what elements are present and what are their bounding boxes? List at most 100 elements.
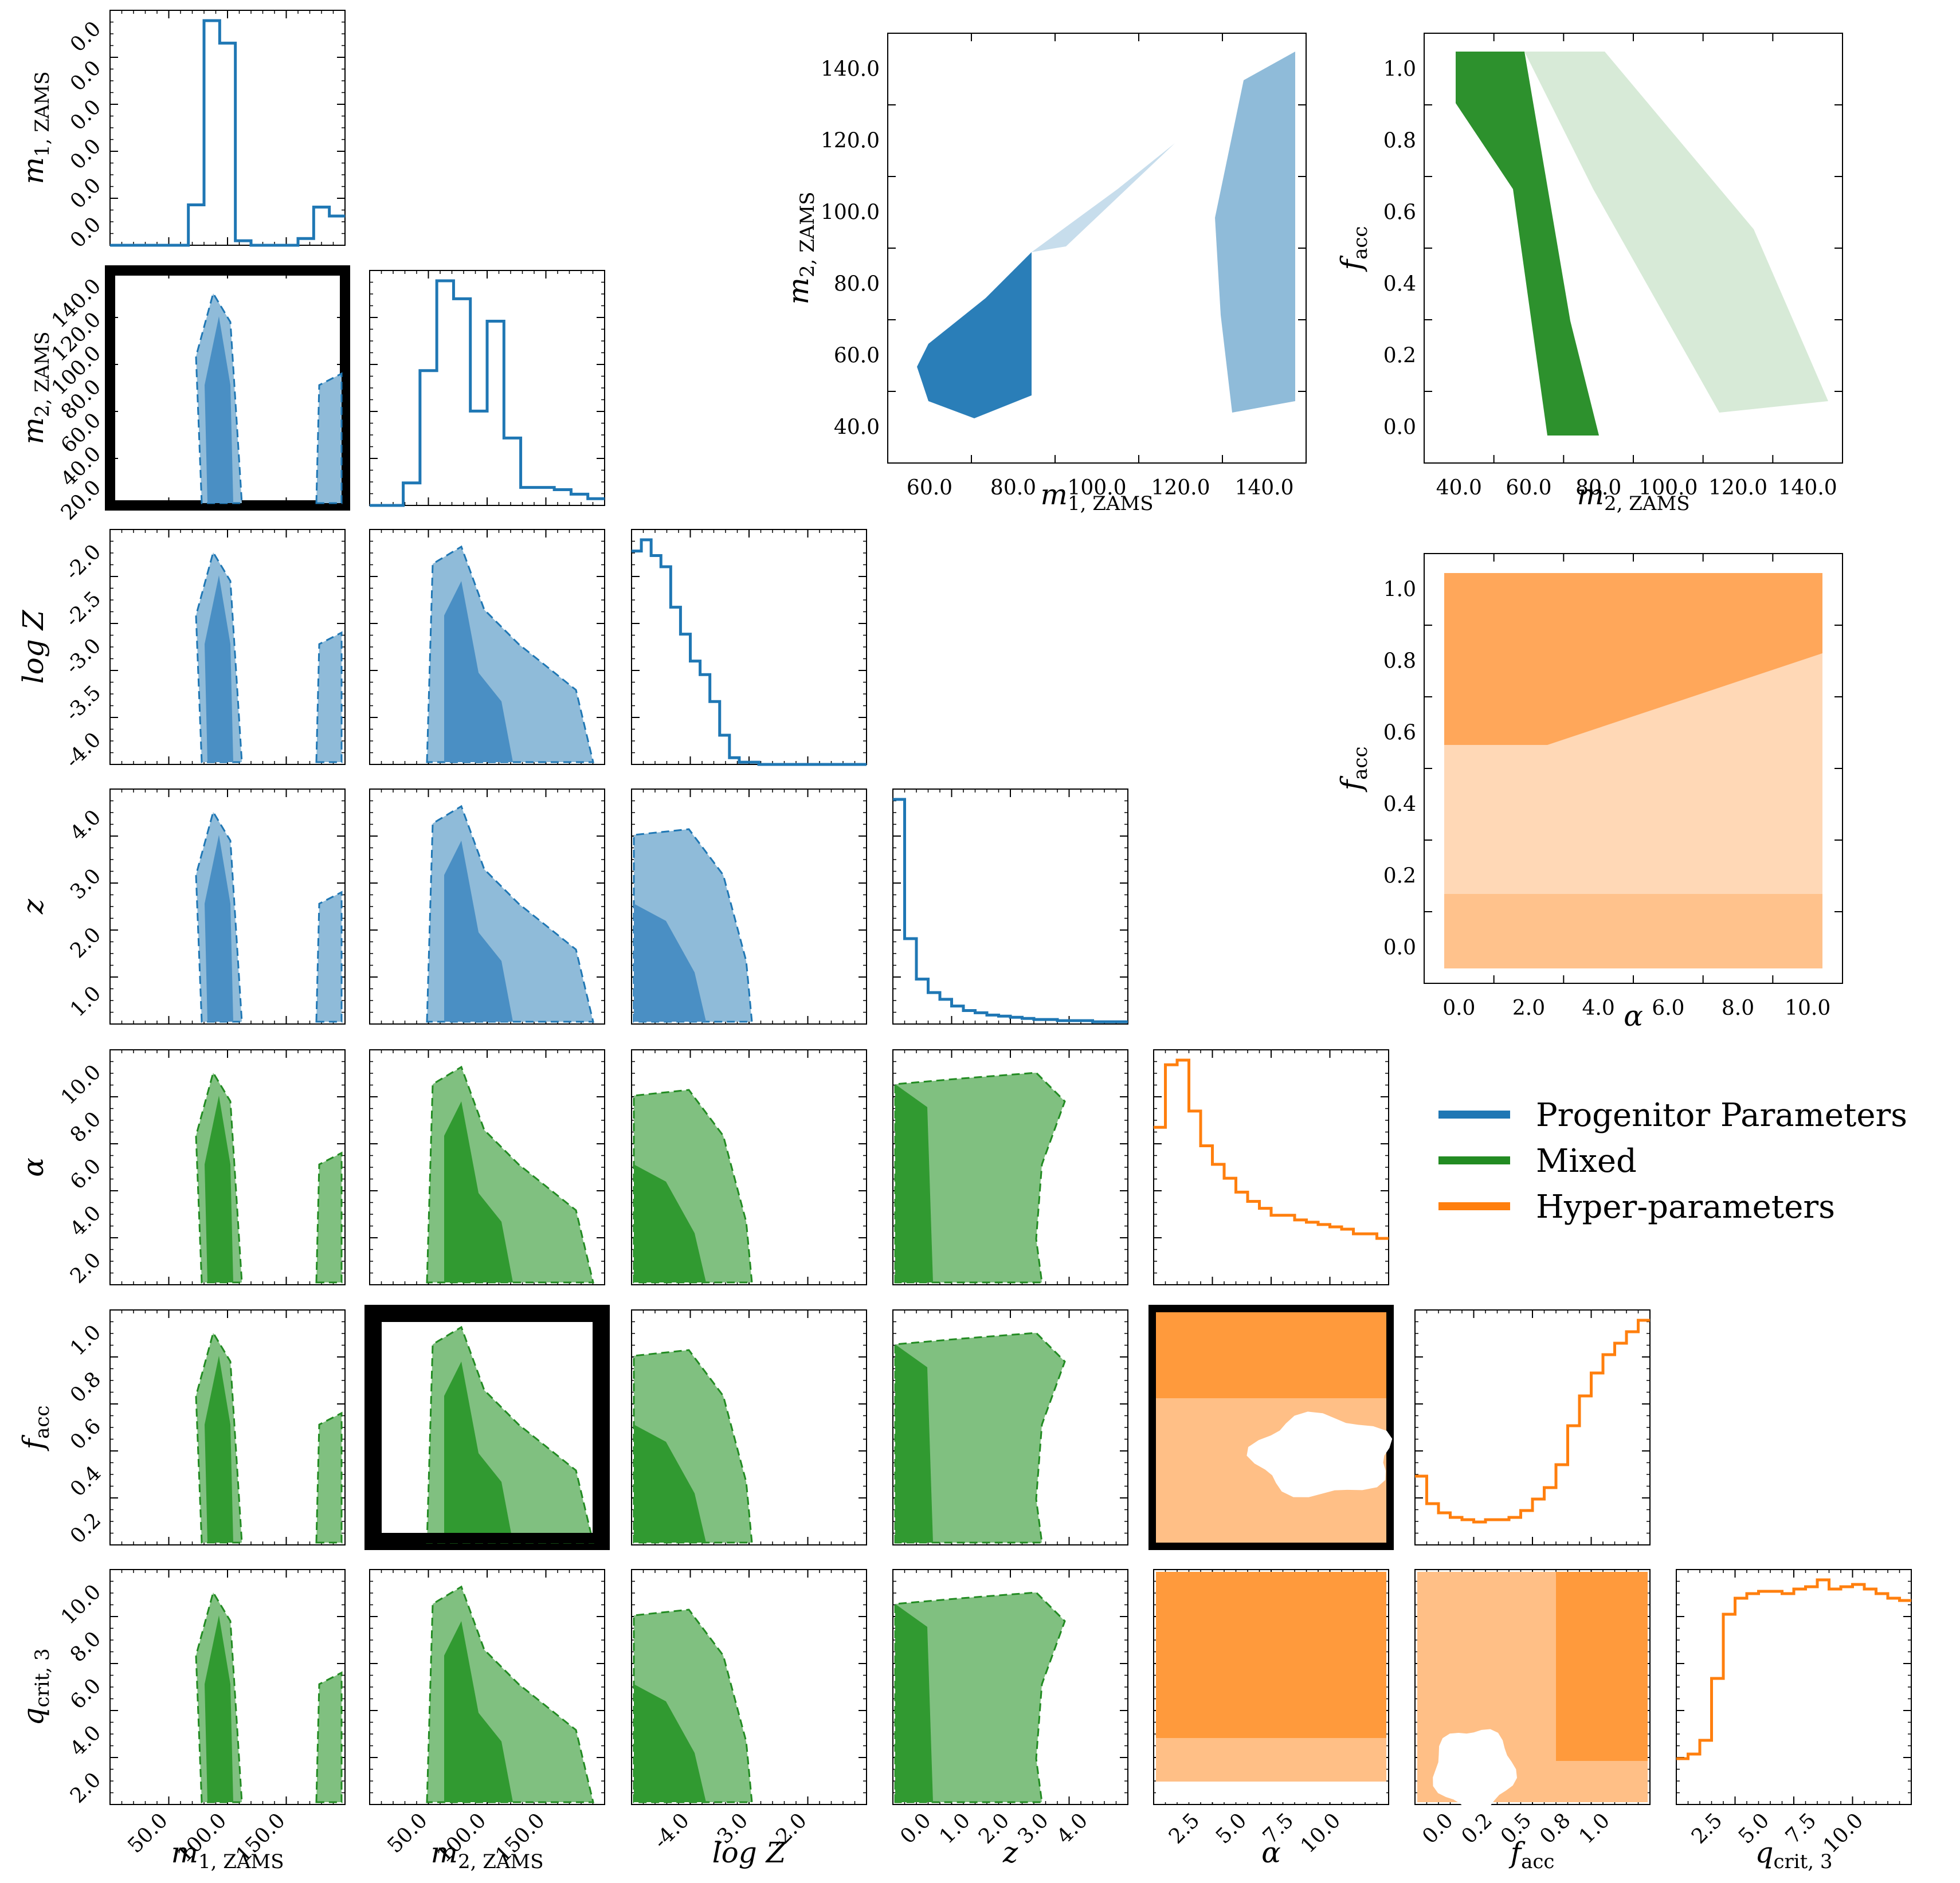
x-tick-text: 2.5	[1687, 1809, 1727, 1848]
y-tick-text: 0.2	[1383, 865, 1416, 888]
y-tick-label: 0.2	[66, 1508, 105, 1548]
contour-inner-main	[634, 1164, 706, 1282]
contour-panel-5-2	[631, 1309, 867, 1545]
y-tick-text: 3.0	[66, 864, 105, 904]
x-tick-text: -4.0	[649, 1809, 694, 1853]
scatter-facc-m2-density-1	[1524, 52, 1828, 413]
x-tick-label: 2.5	[1165, 1809, 1204, 1848]
legend-label-0: Progenitor Parameters	[1536, 1097, 1907, 1134]
contour-panel-3-2	[631, 788, 867, 1025]
y-tick-text: 0.2	[66, 1508, 105, 1548]
y-axis-label: m1, ZAMS	[17, 72, 54, 185]
contour-inner-main	[634, 1425, 706, 1543]
x-axis-label: m2, ZAMS	[431, 1836, 544, 1873]
y-tick-label: 10.0	[57, 1060, 106, 1109]
x-tick-label: 3.0	[1013, 1809, 1053, 1848]
x-axis-label-text: log Z	[712, 1836, 787, 1869]
legend: Progenitor Parameters Mixed Hyper-paramete…	[1438, 1097, 1907, 1226]
y-tick-text: 0.0	[1383, 936, 1416, 960]
y-axis-label: α	[17, 1158, 50, 1177]
hist-panel-z	[892, 788, 1128, 1025]
scatter3-x-label-text: α	[1624, 999, 1643, 1033]
scatter-facc-alpha: 0.0 2.0 4.0 6.0 8.0 10.0 0.0 0.2 0.4 0.6 0.8 1.0	[1383, 553, 1843, 1020]
x-tick-text: 8.0	[1722, 997, 1754, 1020]
x-tick-text: 0.0	[1418, 1809, 1457, 1848]
contour-outer-main	[894, 1591, 1066, 1803]
hist-panel-m1	[109, 10, 346, 247]
y-axis-label-text: qcrit, 3	[17, 1648, 54, 1725]
scatter3-y-label-text: facc	[1335, 747, 1372, 793]
scatter2-x-label: m2, ZAMS	[1577, 478, 1690, 515]
contour-fill-inner	[1156, 1312, 1386, 1398]
hist-m2	[370, 279, 605, 507]
y-tick-text: 0.8	[1383, 130, 1416, 153]
x-tick-text: 0.8	[1535, 1809, 1575, 1848]
contour-panel-6-5	[1414, 1569, 1651, 1813]
x-tick-text: 0.2	[1457, 1809, 1497, 1848]
hist-m1	[110, 19, 345, 247]
contour-inner-main	[205, 1615, 233, 1802]
y-tick-label: -2.5	[61, 587, 105, 631]
y-tick-text: 2.0	[66, 1768, 105, 1807]
y-tick-label: 10.0	[57, 1580, 106, 1629]
scatter2-x-label-text: m2, ZAMS	[1577, 478, 1690, 515]
x-axis-label: m1, ZAMS	[171, 1836, 284, 1873]
y-tick-label: 1.0	[66, 982, 105, 1021]
scatter-facc-alpha-density-2	[1444, 894, 1822, 968]
y-tick-text: 4.0	[66, 1721, 105, 1760]
contour-panel-3-1	[369, 788, 605, 1025]
y-axis-label: qcrit, 3	[17, 1648, 54, 1725]
x-tick-text: 120.0	[1151, 476, 1210, 500]
y-tick-text: 0.0	[66, 95, 105, 135]
y-tick-label: 3.0	[66, 864, 105, 904]
hist-panel-m2	[369, 270, 605, 507]
y-tick-text: 0.8	[1383, 650, 1416, 673]
x-axis-label-text: facc	[1508, 1836, 1555, 1873]
contour-panel-6-1	[369, 1569, 605, 1805]
x-tick-text: 4.0	[1582, 997, 1615, 1020]
y-tick-text: -3.0	[61, 634, 105, 678]
scatter1-x-label-text: m1, ZAMS	[1041, 478, 1154, 515]
y-axis-label: log Z	[17, 609, 50, 684]
hist-facc	[1415, 1319, 1650, 1524]
x-tick-label: 4.0	[1053, 1809, 1092, 1848]
y-tick-text: 80.0	[834, 273, 880, 296]
y-tick-text: 0.6	[66, 1414, 105, 1454]
y-tick-label: 1.0	[66, 1320, 105, 1360]
hist-panel-facc	[1414, 1309, 1651, 1545]
scatter2-y-label: facc	[1335, 226, 1372, 273]
contour-outer-tail	[315, 372, 343, 504]
x-axis-label-text: m2, ZAMS	[431, 1836, 544, 1873]
contour-panel-6-2	[631, 1569, 867, 1805]
y-tick-label: 0.0	[66, 56, 105, 96]
y-tick-label: 0.0	[66, 135, 105, 174]
contour-panel-6-4	[1153, 1569, 1389, 1805]
x-tick-text: 80.0	[990, 476, 1036, 500]
y-tick-label: 0.6	[66, 1414, 105, 1454]
y-tick-text: 0.0	[1383, 416, 1416, 440]
x-tick-text: 140.0	[1778, 476, 1837, 500]
scatter-m2-m1-density-0	[917, 252, 1032, 418]
y-tick-text: 0.4	[1383, 793, 1416, 817]
x-axis-label-text: m1, ZAMS	[171, 1836, 284, 1873]
y-tick-text: 0.6	[1383, 201, 1416, 225]
y-tick-label: -2.0	[61, 540, 105, 584]
contour-panel-4-1	[369, 1049, 605, 1285]
contour-hole	[1246, 1411, 1393, 1497]
contour-outer-main	[894, 1072, 1066, 1284]
scatter-facc-m2: 40.0 60.0 80.0 100.0 120.0 140.0 0.0 0.2 0.4 0.6 0…	[1383, 33, 1843, 500]
y-tick-text: -3.5	[61, 681, 105, 725]
scatter1-y-label: m2, ZAMS	[782, 192, 819, 305]
y-tick-text: 6.0	[66, 1674, 105, 1713]
contour-outer-tail	[315, 1671, 343, 1803]
contour-panel-4-3	[892, 1049, 1128, 1285]
contour-inner-main	[444, 581, 513, 762]
y-tick-label: 4.0	[66, 806, 105, 845]
contour-inner-main	[895, 1084, 933, 1282]
panel-layer: 50.0 100.0 150.0 50.0 100.0 150.0 -4.0 -3.0 -2.0…	[17, 10, 1912, 1873]
y-tick-text: 1.0	[1383, 578, 1416, 602]
y-tick-text: 0.0	[66, 56, 105, 96]
x-tick-text: 0.0	[1442, 997, 1475, 1020]
x-tick-text: 5.0	[1212, 1809, 1251, 1848]
x-tick-label: -4.0	[649, 1809, 694, 1853]
